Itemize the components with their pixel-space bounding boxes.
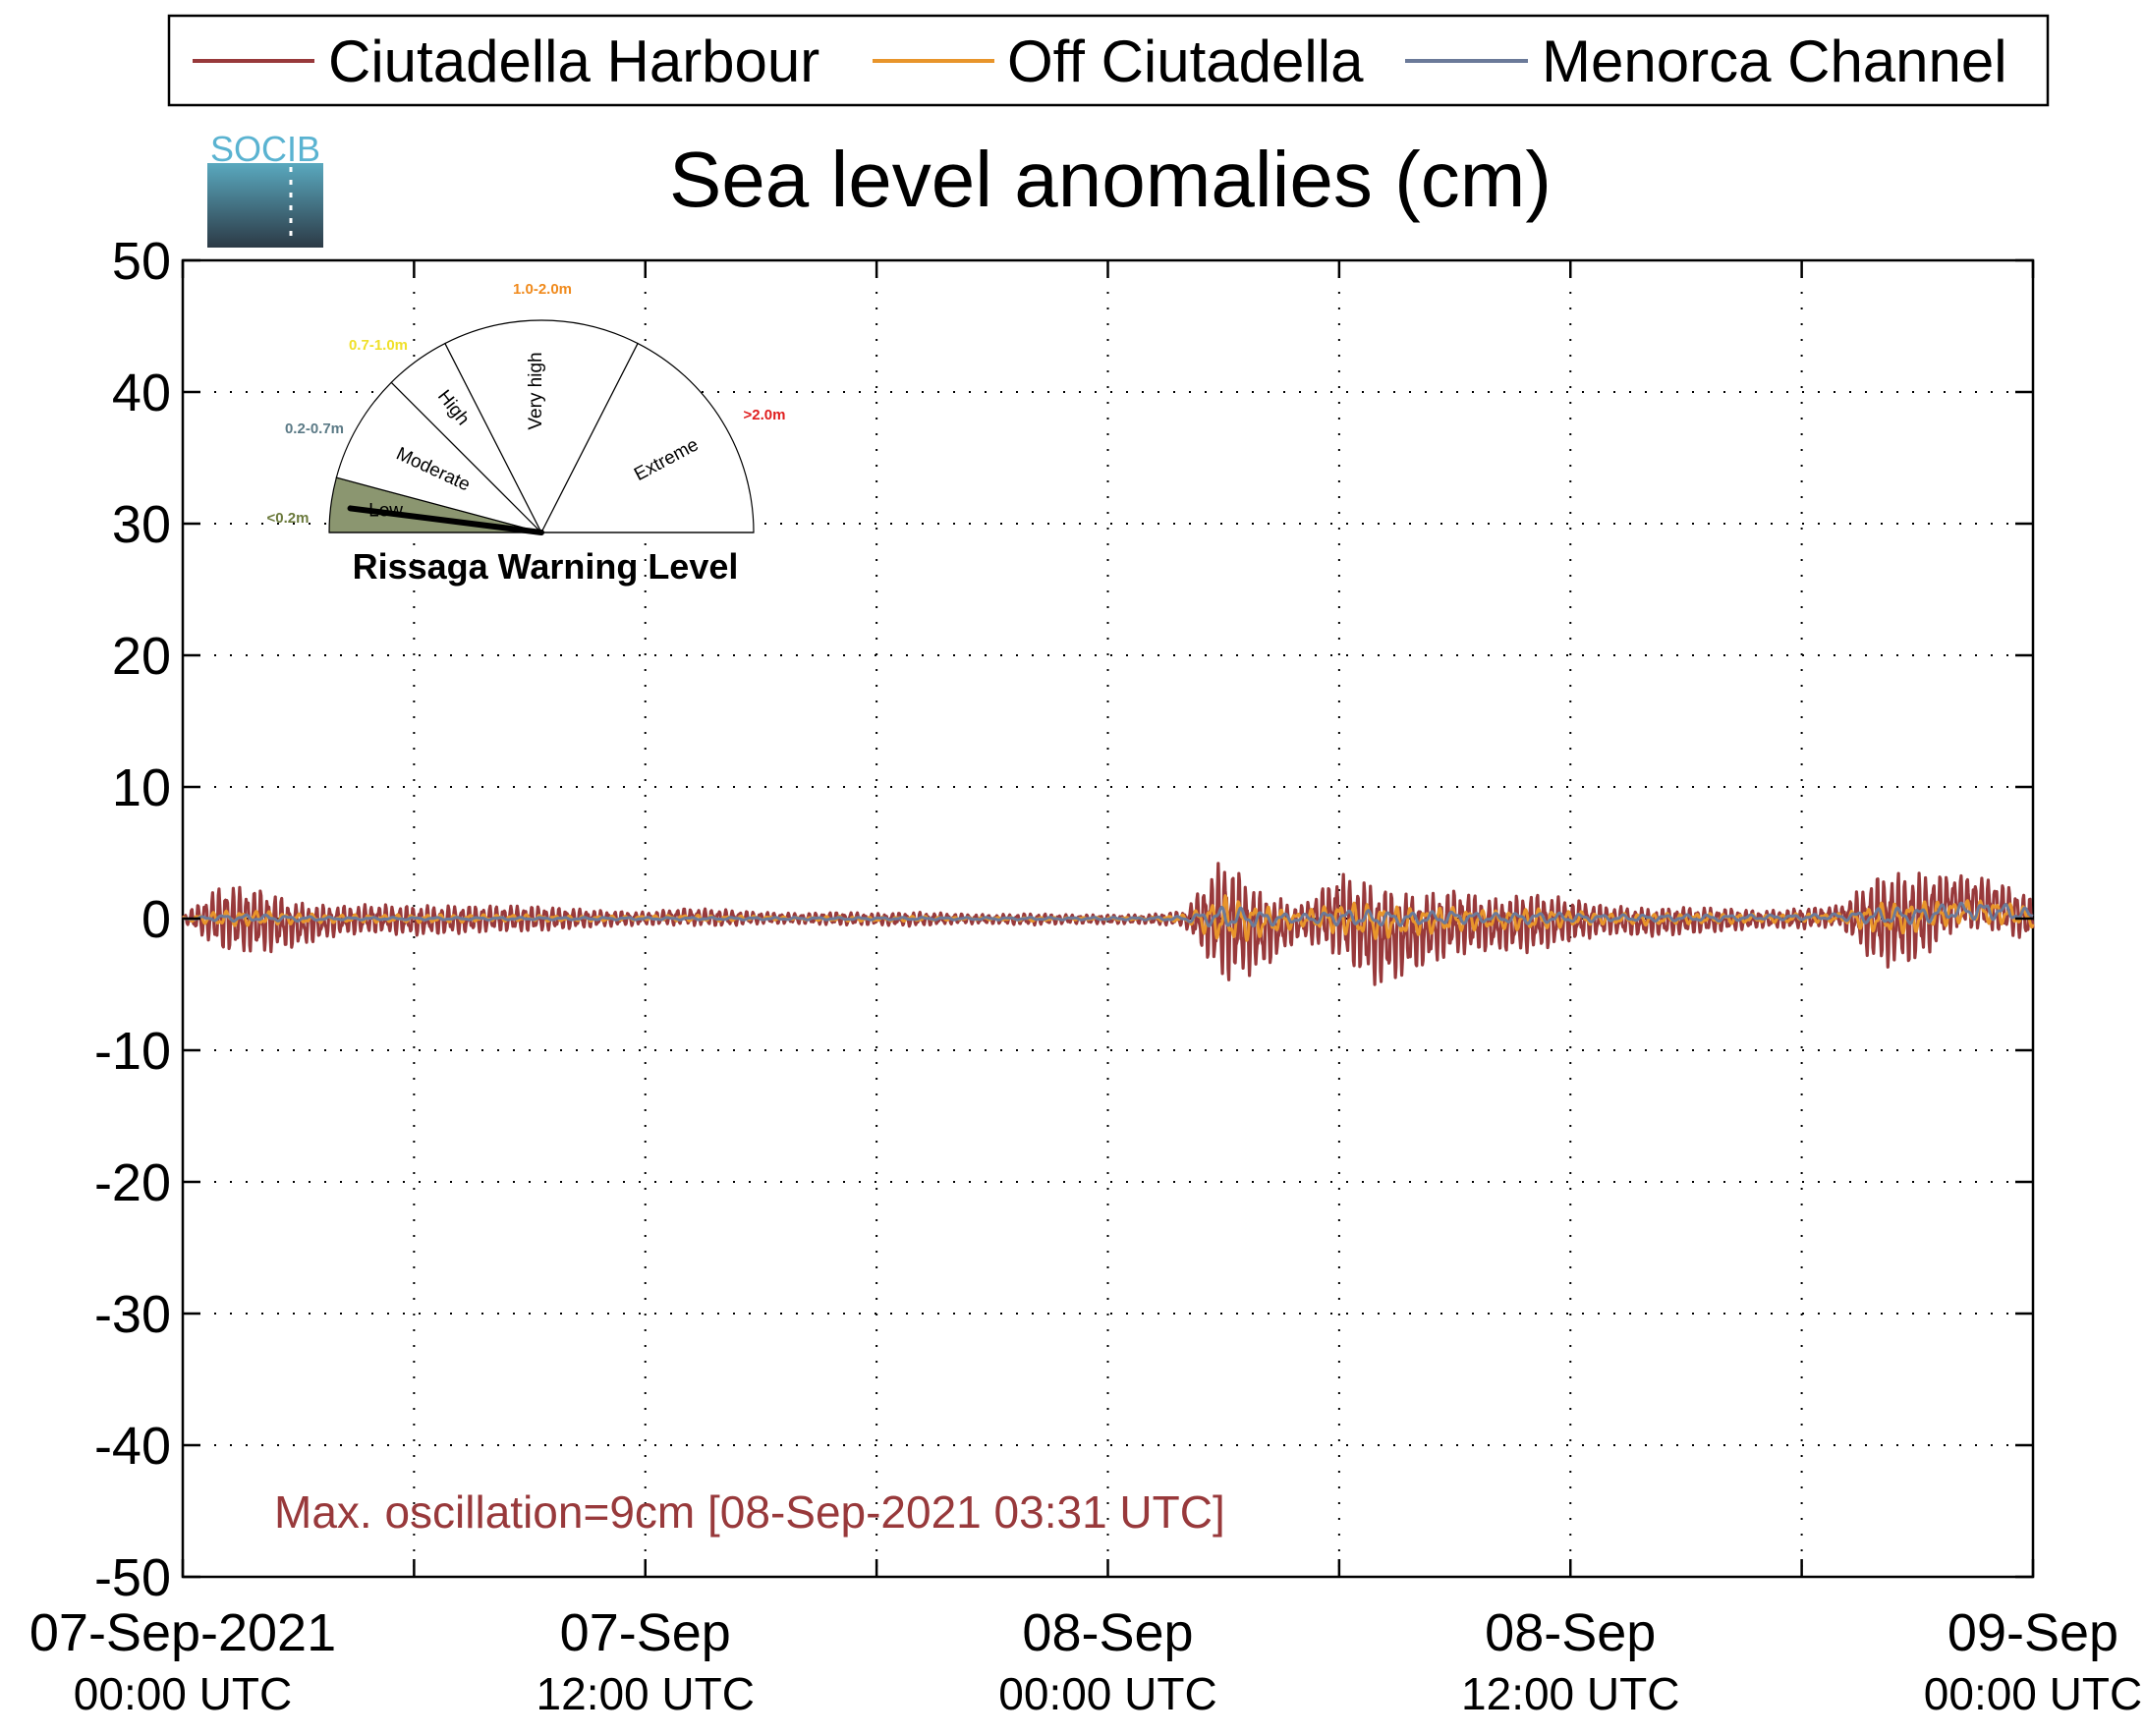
y-tick-label: -40 (94, 1417, 171, 1476)
y-tick-label: -30 (94, 1285, 171, 1344)
y-tick-label: -20 (94, 1153, 171, 1212)
y-tick-label: 50 (112, 232, 171, 291)
logo-text: SOCIB (210, 129, 320, 169)
data-series (181, 862, 2035, 986)
socib-logo: SOCIB (207, 129, 323, 248)
gauge-title: Rissaga Warning Level (353, 546, 739, 587)
y-tick-label: 40 (112, 364, 171, 422)
x-tick-time-label: 12:00 UTC (1461, 1668, 1679, 1719)
gauge-needle (347, 505, 544, 535)
x-tick-date-label: 07-Sep-2021 (29, 1603, 336, 1662)
gauge-range-label: 1.0-2.0m (513, 281, 572, 298)
x-tick-time-label: 00:00 UTC (998, 1668, 1216, 1719)
y-tick-label: -10 (94, 1022, 171, 1081)
rissaga-gauge: LowModerateHighVery highExtreme<0.2m0.2-… (267, 281, 786, 587)
x-tick-date-label: 08-Sep (1485, 1603, 1656, 1662)
gauge-range-label: 0.7-1.0m (349, 337, 408, 354)
logo-block (207, 163, 323, 248)
gauge-range-label: <0.2m (267, 510, 310, 527)
gauge-range-label: 0.2-0.7m (285, 420, 344, 437)
chart-title: Sea level anomalies (cm) (669, 136, 1552, 223)
x-tick-time-label: 00:00 UTC (1924, 1668, 2142, 1719)
gauge-segment-extreme (540, 342, 755, 533)
series-line-menorca-channel (182, 901, 2034, 928)
y-tick-label: 0 (141, 890, 171, 949)
gauge-category-label: Very high (526, 352, 546, 429)
legend: Ciutadella Harbour Off Ciutadella Menorc… (167, 14, 2050, 107)
x-tick-date-label: 09-Sep (1947, 1603, 2118, 1662)
series-line-ciutadella-harbour (181, 862, 2035, 986)
legend-label-ciutadella-harbour: Ciutadella Harbour (328, 28, 819, 94)
x-tick-time-label: 00:00 UTC (74, 1668, 292, 1719)
legend-label-off-ciutadella: Off Ciutadella (1007, 28, 1364, 94)
legend-frame (167, 14, 2050, 107)
x-tick-time-label: 12:00 UTC (536, 1668, 755, 1719)
y-tick-label: 20 (112, 627, 171, 686)
legend-label-menorca-channel: Menorca Channel (1542, 28, 2007, 94)
x-tick-date-label: 07-Sep (560, 1603, 731, 1662)
max-oscillation-annotation: Max. oscillation=9cm [08-Sep-2021 03:31 … (274, 1486, 1225, 1538)
gauge-range-label: >2.0m (744, 407, 786, 423)
y-tick-label: 30 (112, 495, 171, 554)
gauge-segment-moderate (335, 381, 544, 534)
y-tick-label: 10 (112, 758, 171, 817)
gauge-segment-very-high (444, 319, 639, 534)
y-tick-label: -50 (94, 1548, 171, 1607)
x-tick-date-label: 08-Sep (1022, 1603, 1193, 1662)
